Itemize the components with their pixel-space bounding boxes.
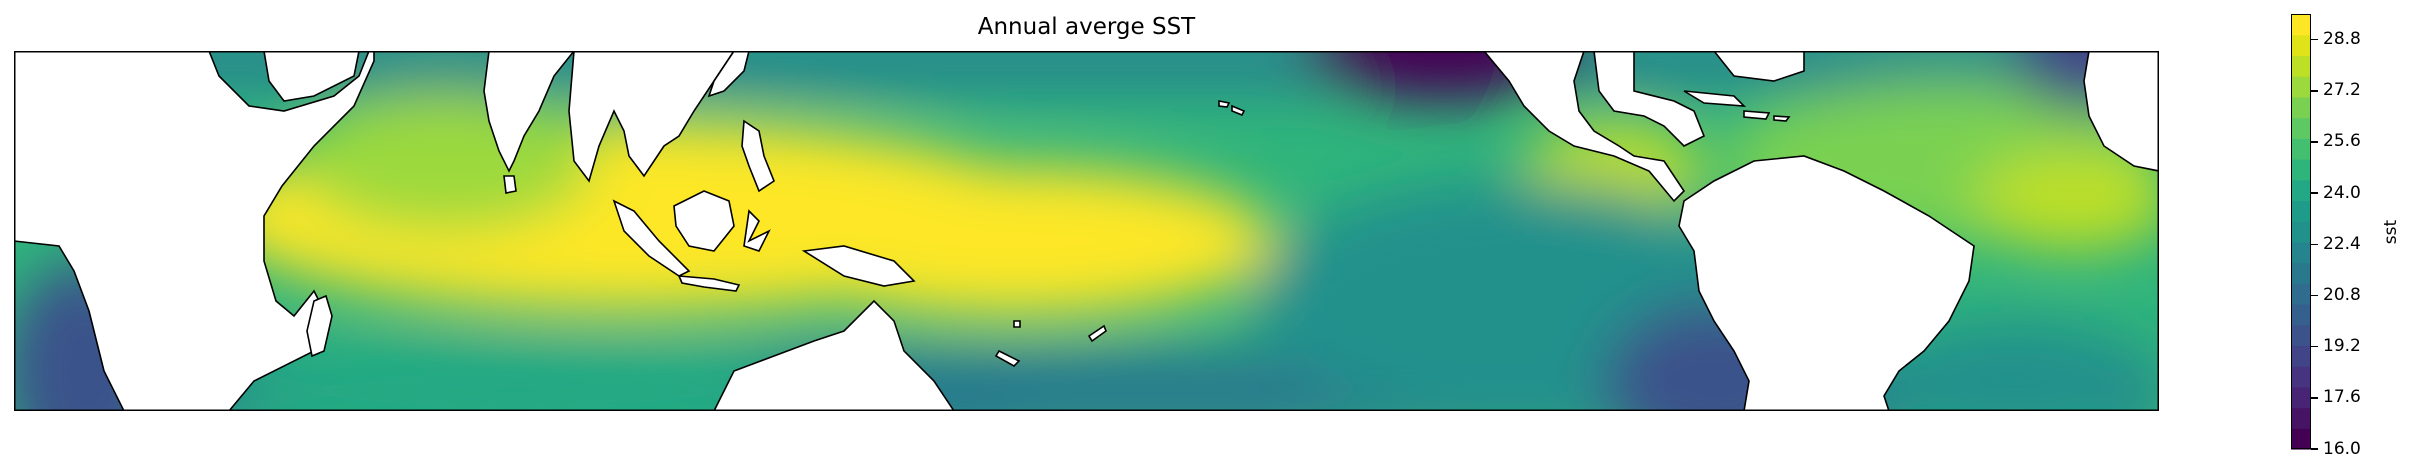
colorbar-segment	[2291, 386, 2311, 409]
colorbar-tick-label: 28.8	[2323, 29, 2361, 50]
colorbar-segment	[2291, 345, 2311, 367]
colorbar-segment	[2291, 14, 2311, 36]
colorbar: 16.0 17.6 19.2 20.8 22.4 24.0 25.6 27.2 28.8 sst	[2291, 14, 2411, 457]
colorbar-tick-label: 22.4	[2323, 233, 2361, 254]
colorbar-tick-label: 17.6	[2323, 387, 2361, 408]
colorbar-tick-mark	[2311, 397, 2318, 399]
colorbar-segment	[2291, 324, 2311, 347]
colorbar-segment	[2291, 55, 2311, 77]
colorbar-segment	[2291, 304, 2311, 326]
colorbar-frame	[2291, 14, 2311, 449]
colorbar-tick-label: 27.2	[2323, 80, 2361, 101]
land	[14, 51, 2159, 411]
colorbar-segment	[2291, 200, 2311, 222]
colorbar-tick-mark	[2311, 38, 2318, 41]
colorbar-label: sst	[2381, 219, 2402, 244]
colorbar-segment	[2291, 96, 2311, 119]
colorbar-segment	[2291, 179, 2311, 202]
colorbar-segment	[2291, 221, 2311, 243]
colorbar-tick-mark	[2311, 448, 2318, 450]
colorbar-segment	[2291, 283, 2311, 305]
colorbar-segment	[2291, 428, 2311, 450]
colorbar-tick-mark	[2311, 345, 2318, 348]
colorbar-tick-label: 16.0	[2323, 438, 2361, 459]
colorbar-segment	[2291, 241, 2311, 264]
colorbar-tick-mark	[2311, 141, 2318, 143]
colorbar-segment	[2291, 34, 2311, 57]
colorbar-tick-label: 24.0	[2323, 182, 2361, 203]
colorbar-segment	[2291, 138, 2311, 160]
map-frame	[14, 51, 2159, 411]
sst-map	[14, 51, 2159, 411]
colorbar-segment	[2291, 117, 2311, 139]
colorbar-tick-mark	[2311, 294, 2318, 297]
map-title: Annual averge SST	[977, 14, 1196, 40]
colorbar-tick-mark	[2311, 90, 2318, 92]
colorbar-tick-label: 20.8	[2323, 284, 2361, 305]
colorbar-segment	[2291, 159, 2311, 181]
colorbar-segment	[2291, 366, 2311, 388]
colorbar-tick-mark	[2311, 243, 2318, 246]
colorbar-segment	[2291, 407, 2311, 429]
colorbar-segment	[2291, 76, 2311, 98]
colorbar-segment	[2291, 262, 2311, 284]
colorbar-tick-mark	[2311, 192, 2318, 194]
colorbar-tick-label: 25.6	[2323, 131, 2361, 152]
colorbar-gradient	[2291, 14, 2311, 450]
colorbar-tick-label: 19.2	[2323, 336, 2361, 357]
